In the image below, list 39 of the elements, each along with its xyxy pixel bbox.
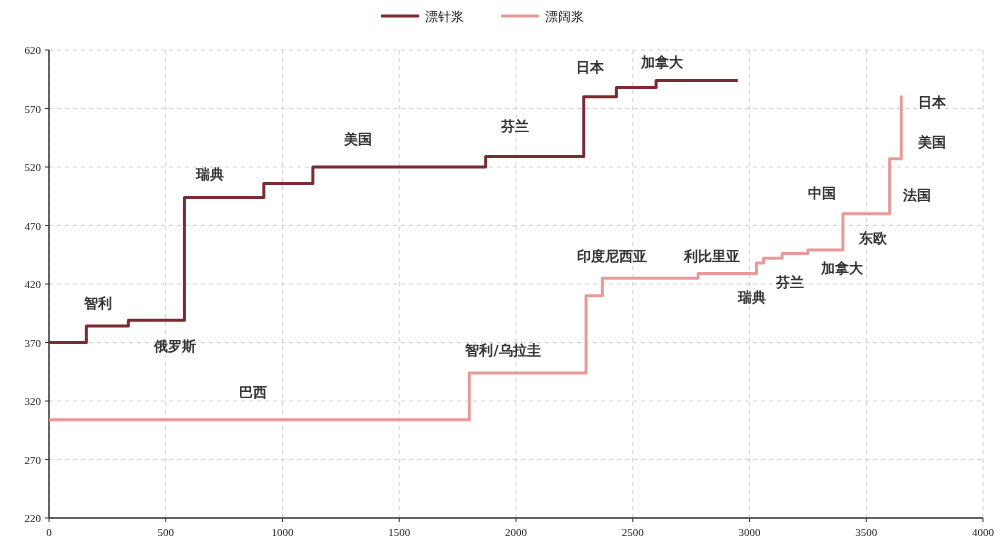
x-tick-label: 1000	[271, 526, 294, 538]
annotation: 芬兰	[500, 118, 529, 134]
annotation: 印度尼西亚	[577, 248, 647, 264]
annotation: 东欧	[858, 230, 888, 246]
annotation: 巴西	[239, 384, 267, 400]
annotation: 利比里亚	[683, 248, 740, 264]
x-tick-label: 3500	[855, 526, 878, 538]
annotation: 美国	[343, 131, 372, 147]
annotation: 法国	[902, 187, 931, 203]
y-tick-label: 320	[24, 395, 42, 407]
y-tick-label: 370	[24, 336, 42, 349]
y-tick-label: 520	[24, 161, 42, 173]
y-tick-label: 620	[24, 44, 42, 56]
annotation: 加拿大	[820, 260, 864, 276]
annotation: 加拿大	[640, 54, 684, 70]
annotation: 日本	[918, 94, 947, 110]
annotation: 日本	[576, 59, 605, 75]
annotation: 瑞典	[195, 166, 224, 182]
y-tick-label: 470	[24, 219, 42, 232]
annotation: 芬兰	[775, 274, 804, 290]
x-tick-label: 4000	[972, 526, 995, 538]
legend-label: 漂针浆	[425, 9, 464, 24]
annotation: 中国	[808, 185, 836, 201]
x-tick-label: 1500	[388, 526, 411, 538]
x-tick-label: 500	[157, 526, 175, 538]
y-tick-label: 220	[24, 512, 42, 524]
annotation: 瑞典	[737, 289, 766, 305]
annotation: 俄罗斯	[153, 338, 196, 354]
x-tick-label: 2500	[621, 526, 645, 538]
y-tick-label: 420	[24, 278, 42, 290]
y-tick-label: 270	[24, 453, 42, 466]
annotation: 智利/乌拉圭	[464, 342, 541, 358]
annotation: 美国	[917, 134, 946, 150]
x-tick-label: 3000	[738, 526, 761, 538]
annotation: 智利	[83, 295, 112, 311]
legend-label: 漂阔浆	[545, 9, 584, 24]
x-tick-label: 2000	[505, 526, 528, 538]
x-tick-label: 0	[46, 526, 53, 538]
y-tick-label: 570	[24, 102, 42, 115]
